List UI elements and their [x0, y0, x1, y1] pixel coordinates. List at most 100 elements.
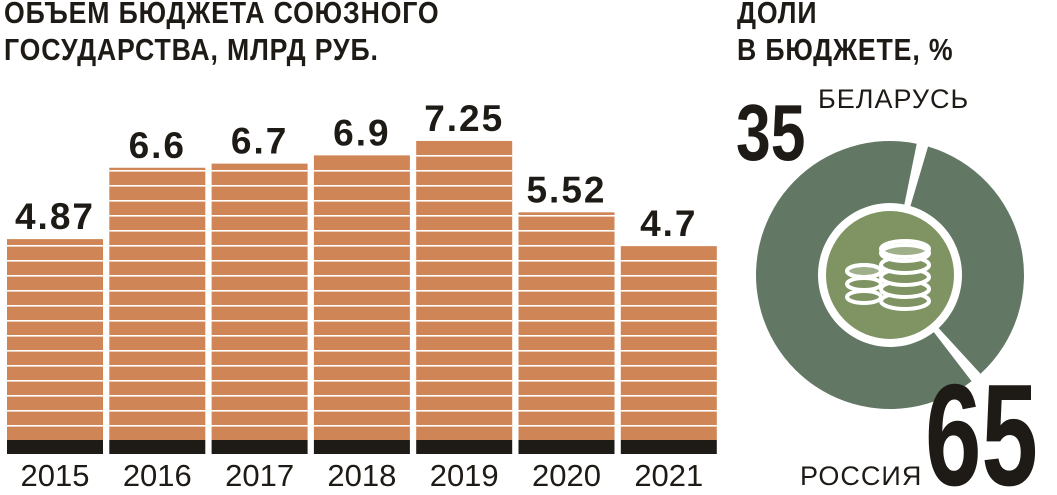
bar-stripe: [7, 320, 103, 322]
bar-stripe: [211, 200, 308, 202]
bar-stripe: [416, 380, 513, 382]
bar: [211, 163, 308, 440]
bar-stripe: [416, 170, 513, 172]
x-tick-label: 2017: [225, 458, 294, 493]
bar-stripe: [313, 260, 410, 262]
bar-stripe: [211, 170, 308, 172]
bar-stripe: [518, 290, 615, 292]
bar-stripe: [518, 365, 615, 367]
bar-stripes: [211, 170, 308, 427]
coins-icon: [845, 239, 931, 311]
x-tick-label: 2019: [430, 458, 499, 493]
bar-stripe: [313, 170, 410, 172]
bar-stripe: [416, 305, 513, 307]
bar-stripe: [313, 425, 410, 427]
bar-stripe: [313, 200, 410, 202]
bar-stripe: [109, 260, 206, 262]
share-name-label: РОССИЯ: [800, 461, 922, 491]
bar-stripe: [211, 185, 308, 187]
bar-stripe: [313, 365, 410, 367]
bar-stripe: [7, 425, 103, 427]
x-tick-label: 2016: [123, 458, 192, 493]
bar-stripe: [7, 395, 103, 397]
donut-chart-title: ДОЛИ В БЮДЖЕТЕ, %: [737, 0, 995, 68]
bar-stripe: [416, 200, 513, 202]
bar-stripe: [416, 185, 513, 187]
bar-stripe: [7, 260, 103, 262]
bar-chart-title-line: ГОСУДАРСТВА, МЛРД РУБ.: [4, 32, 379, 67]
bar: [109, 167, 206, 440]
bar-stripe: [109, 335, 206, 337]
bar-stripe: [7, 410, 103, 412]
bar: [620, 246, 717, 440]
bar: [313, 155, 410, 440]
bar-stripe: [416, 395, 513, 397]
bar-stripe: [518, 275, 615, 277]
bar-stripe: [211, 335, 308, 337]
bar-value-label: 6.6: [129, 125, 186, 166]
bar-stripe: [313, 215, 410, 217]
bar-stripe: [620, 425, 717, 427]
bar-stripe: [620, 365, 717, 367]
x-tick-label: 2015: [21, 458, 90, 493]
bar-stripe: [109, 230, 206, 232]
bar-stripes: [109, 170, 206, 427]
bar-stripe: [7, 305, 103, 307]
bar-stripes: [416, 155, 513, 427]
bar-stripe: [518, 320, 615, 322]
bar-stripe: [416, 410, 513, 412]
bar-stripe: [109, 410, 206, 412]
bar-stripe: [211, 320, 308, 322]
bar-stripe: [313, 320, 410, 322]
bar-stripe: [7, 245, 103, 247]
bar-stripe: [620, 260, 717, 262]
bar-base: [313, 440, 410, 454]
bar-stripe: [7, 365, 103, 367]
donut-chart-title-line: ДОЛИ: [737, 0, 818, 30]
bar-base: [109, 440, 206, 454]
coin-top: [879, 239, 931, 259]
bar-stripe: [211, 365, 308, 367]
coin: [845, 276, 883, 292]
bar-stripe: [313, 185, 410, 187]
bar-stripe: [109, 395, 206, 397]
bar-stripe: [416, 365, 513, 367]
bar-stripes: [620, 260, 717, 427]
bar-stripe: [313, 410, 410, 412]
bar-stripes: [518, 215, 615, 427]
bar-stripe: [313, 290, 410, 292]
bar-stripe: [211, 230, 308, 232]
bar-base: [518, 440, 615, 454]
bar-stripe: [7, 335, 103, 337]
bar-chart-title: ОБЪЕМ БЮДЖЕТА СОЮЗНОГО ГОСУДАРСТВА, МЛРД…: [4, 0, 439, 68]
bar-stripe: [109, 185, 206, 187]
bar-stripe: [109, 350, 206, 352]
bar-stripe: [416, 230, 513, 232]
donut-chart-title-line: В БЮДЖЕТЕ, %: [737, 32, 954, 67]
bar-stripes: [7, 245, 103, 427]
bar-stripe: [109, 200, 206, 202]
bar-stripe: [416, 425, 513, 427]
bar-stripe: [109, 305, 206, 307]
bar-stripe: [518, 335, 615, 337]
bar-stripe: [620, 395, 717, 397]
share-name-label: БЕЛАРУСЬ: [818, 84, 969, 114]
bar-stripes: [313, 170, 410, 427]
bar-value-label: 5.52: [526, 169, 606, 210]
bar-stripe: [518, 395, 615, 397]
bar-stripe: [211, 410, 308, 412]
bar-stripe: [211, 425, 308, 427]
bar-stripe: [620, 305, 717, 307]
bar-stripe: [620, 380, 717, 382]
bar-stripe: [416, 155, 513, 157]
bar: [518, 212, 615, 440]
bar-stripe: [620, 335, 717, 337]
bar-stripe: [416, 335, 513, 337]
bar-stripe: [109, 245, 206, 247]
bar-stripe: [416, 350, 513, 352]
bar-stripe: [109, 215, 206, 217]
bar-stripe: [416, 260, 513, 262]
bar-base: [620, 440, 717, 454]
bar-stripe: [518, 245, 615, 247]
